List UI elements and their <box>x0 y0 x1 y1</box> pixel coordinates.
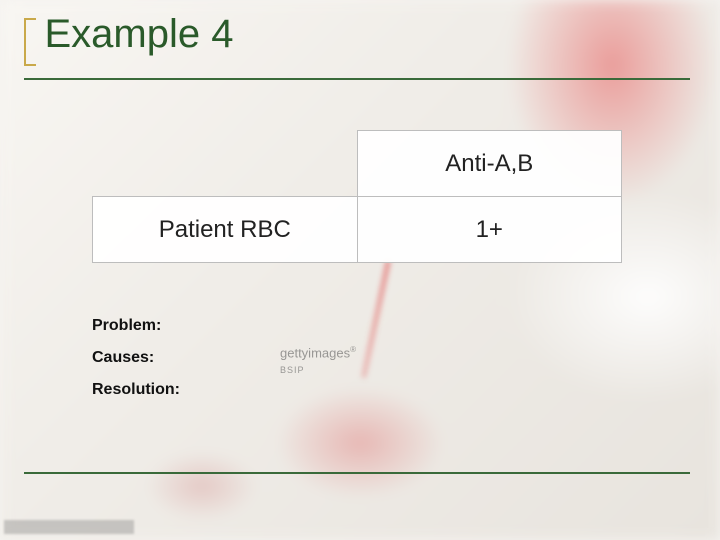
label-problem: Problem: <box>92 310 180 342</box>
table-cell-patient-rbc: Patient RBC <box>93 197 358 263</box>
reaction-table: Anti-A,B Patient RBC 1+ <box>92 130 622 263</box>
bottom-rule <box>24 472 690 474</box>
top-rule <box>24 78 690 80</box>
slide-content: Example 4 Anti-A,B Patient RBC 1+ Proble… <box>0 0 720 540</box>
label-causes: Causes: <box>92 342 180 374</box>
table-row: Anti-A,B <box>93 131 622 197</box>
page-title: Example 4 <box>44 12 233 57</box>
table-row: Patient RBC 1+ <box>93 197 622 263</box>
table-cell-value: 1+ <box>357 197 622 263</box>
title-block: Example 4 <box>24 12 233 66</box>
table-header-antiab: Anti-A,B <box>357 131 622 197</box>
field-labels: Problem: Causes: Resolution: <box>92 310 180 406</box>
label-resolution: Resolution: <box>92 374 180 406</box>
footer-credit-blur <box>4 520 134 534</box>
table-header-blank <box>93 131 358 197</box>
title-accent-bracket <box>24 18 36 66</box>
